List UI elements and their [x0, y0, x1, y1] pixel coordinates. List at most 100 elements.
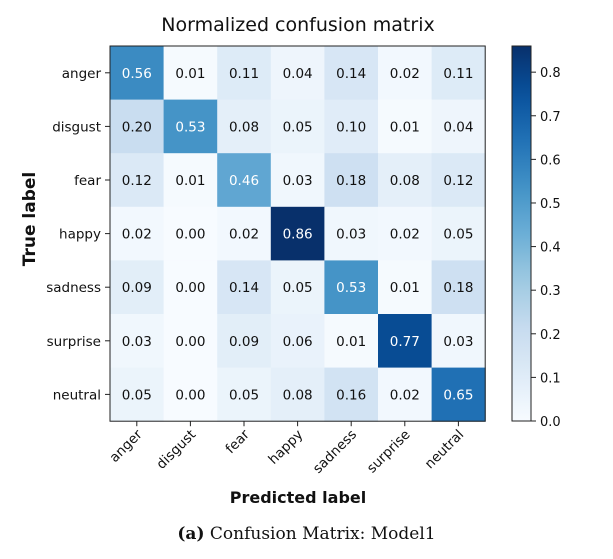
colorbar-tick-label: 0.3: [540, 284, 561, 299]
heatmap-cell: [324, 153, 379, 208]
heatmap-cell: [431, 260, 486, 315]
cell-value-label: 0.77: [390, 334, 420, 350]
heatmap-cell: [110, 46, 165, 101]
heatmap-cell: [270, 314, 325, 369]
cell-value-label: 0.08: [283, 387, 313, 403]
heatmap-cell: [163, 206, 218, 261]
chart-title: Normalized confusion matrix: [161, 14, 435, 36]
cell-value-label: 0.46: [229, 173, 259, 189]
x-axis-label: Predicted label: [229, 488, 367, 507]
heatmap-cell: [110, 206, 165, 261]
heatmap-cell: [163, 46, 218, 101]
heatmap-cell: [431, 206, 486, 261]
cell-value-label: 0.05: [229, 387, 259, 403]
cell-value-label: 0.01: [390, 119, 420, 135]
cell-value-label: 0.12: [443, 173, 473, 189]
heatmap-cell: [270, 260, 325, 315]
cell-value-label: 0.02: [229, 227, 259, 243]
colorbar-tick-label: 0.5: [540, 197, 561, 212]
heatmap-cell: [110, 153, 165, 208]
figure-caption: (a) Confusion Matrix: Model1: [0, 524, 613, 544]
cell-value-label: 0.08: [390, 173, 420, 189]
confusion-matrix-figure: Normalized confusion matrix 0.56 0.01 0.11…: [20, 14, 561, 507]
colorbar-tick-label: 0.2: [540, 328, 561, 343]
heatmap-cell: [378, 206, 433, 261]
cell-value-label: 0.18: [443, 280, 473, 296]
colorbar-tick-label: 0.7: [540, 110, 561, 125]
cell-value-label: 0.16: [336, 387, 366, 403]
heatmap-cell: [378, 314, 433, 369]
x-tick-label: surprise: [364, 427, 414, 477]
heatmap-cell: [163, 260, 218, 315]
cell-value-label: 0.86: [283, 227, 313, 243]
cell-value-label: 0.01: [390, 280, 420, 296]
heatmap-cell: [324, 46, 379, 101]
x-tick-label: sadness: [310, 427, 360, 477]
colorbar-tick-label: 0.8: [540, 66, 561, 81]
heatmap-cell: [378, 99, 433, 154]
heatmap-cell: [431, 99, 486, 154]
cell-value-label: 0.02: [390, 387, 420, 403]
colorbar-tick-label: 0.1: [540, 371, 561, 386]
cell-value-label: 0.53: [336, 280, 366, 296]
cell-value-label: 0.00: [175, 387, 205, 403]
y-axis-label: True label: [20, 171, 40, 267]
heatmap-cell: [163, 367, 218, 422]
cell-value-label: 0.12: [122, 173, 152, 189]
heatmap-cell: [270, 46, 325, 101]
heatmap-cell: [324, 260, 379, 315]
y-tick-label: disgust: [52, 119, 101, 135]
heatmap-cell: [110, 314, 165, 369]
cell-value-label: 0.01: [175, 173, 205, 189]
heatmap-cell: [431, 46, 486, 101]
heatmap-cell: [163, 99, 218, 154]
cell-value-label: 0.00: [175, 227, 205, 243]
heatmap-cell: [163, 153, 218, 208]
heatmap-cell: [324, 367, 379, 422]
cell-value-label: 0.10: [336, 119, 366, 135]
heatmap-cell: [270, 206, 325, 261]
caption-label: (a): [177, 524, 205, 544]
cell-value-label: 0.53: [175, 119, 205, 135]
cell-value-label: 0.03: [122, 334, 152, 350]
heatmap-cell: [217, 99, 272, 154]
cell-value-label: 0.03: [283, 173, 313, 189]
x-tick-label: anger: [107, 426, 146, 465]
heatmap-plot: 0.56 0.01 0.11 0.04 0.14 0.02 0.11 0.20 0.53 0.08…: [46, 45, 561, 477]
x-tick-label: happy: [265, 427, 306, 468]
cell-value-label: 0.05: [443, 227, 473, 243]
x-tick-label: disgust: [153, 427, 199, 473]
cell-value-label: 0.08: [229, 119, 259, 135]
cell-value-label: 0.14: [336, 66, 366, 82]
cell-value-label: 0.05: [122, 387, 152, 403]
heatmap-cell: [324, 314, 379, 369]
heatmap-cell: [110, 367, 165, 422]
cell-value-label: 0.09: [122, 280, 152, 296]
cell-value-label: 0.14: [229, 280, 259, 296]
cell-value-label: 0.11: [229, 66, 259, 82]
y-tick-label: anger: [62, 66, 102, 82]
heatmap-cell: [217, 46, 272, 101]
cell-value-label: 0.03: [443, 334, 473, 350]
heatmap-cell: [431, 153, 486, 208]
cell-value-label: 0.18: [336, 173, 366, 189]
caption-text: Confusion Matrix: Model1: [209, 524, 436, 544]
y-tick-label: sadness: [46, 280, 101, 296]
cell-value-label: 0.11: [443, 66, 473, 82]
cell-value-label: 0.05: [283, 119, 313, 135]
colorbar: [511, 45, 532, 422]
heatmap-cell: [378, 46, 433, 101]
heatmap-cell: [217, 367, 272, 422]
heatmap-cell: [431, 314, 486, 369]
heatmap-cell: [270, 153, 325, 208]
heatmap-cell: [324, 99, 379, 154]
cell-value-label: 0.00: [175, 334, 205, 350]
heatmap-cell: [110, 99, 165, 154]
heatmap-cell: [378, 367, 433, 422]
heatmap-cell: [431, 367, 486, 422]
cell-value-label: 0.05: [283, 280, 313, 296]
heatmap-cell: [217, 314, 272, 369]
heatmap-cell: [378, 260, 433, 315]
y-tick-label: surprise: [47, 334, 101, 350]
colorbar-tick-label: 0.6: [540, 153, 561, 168]
